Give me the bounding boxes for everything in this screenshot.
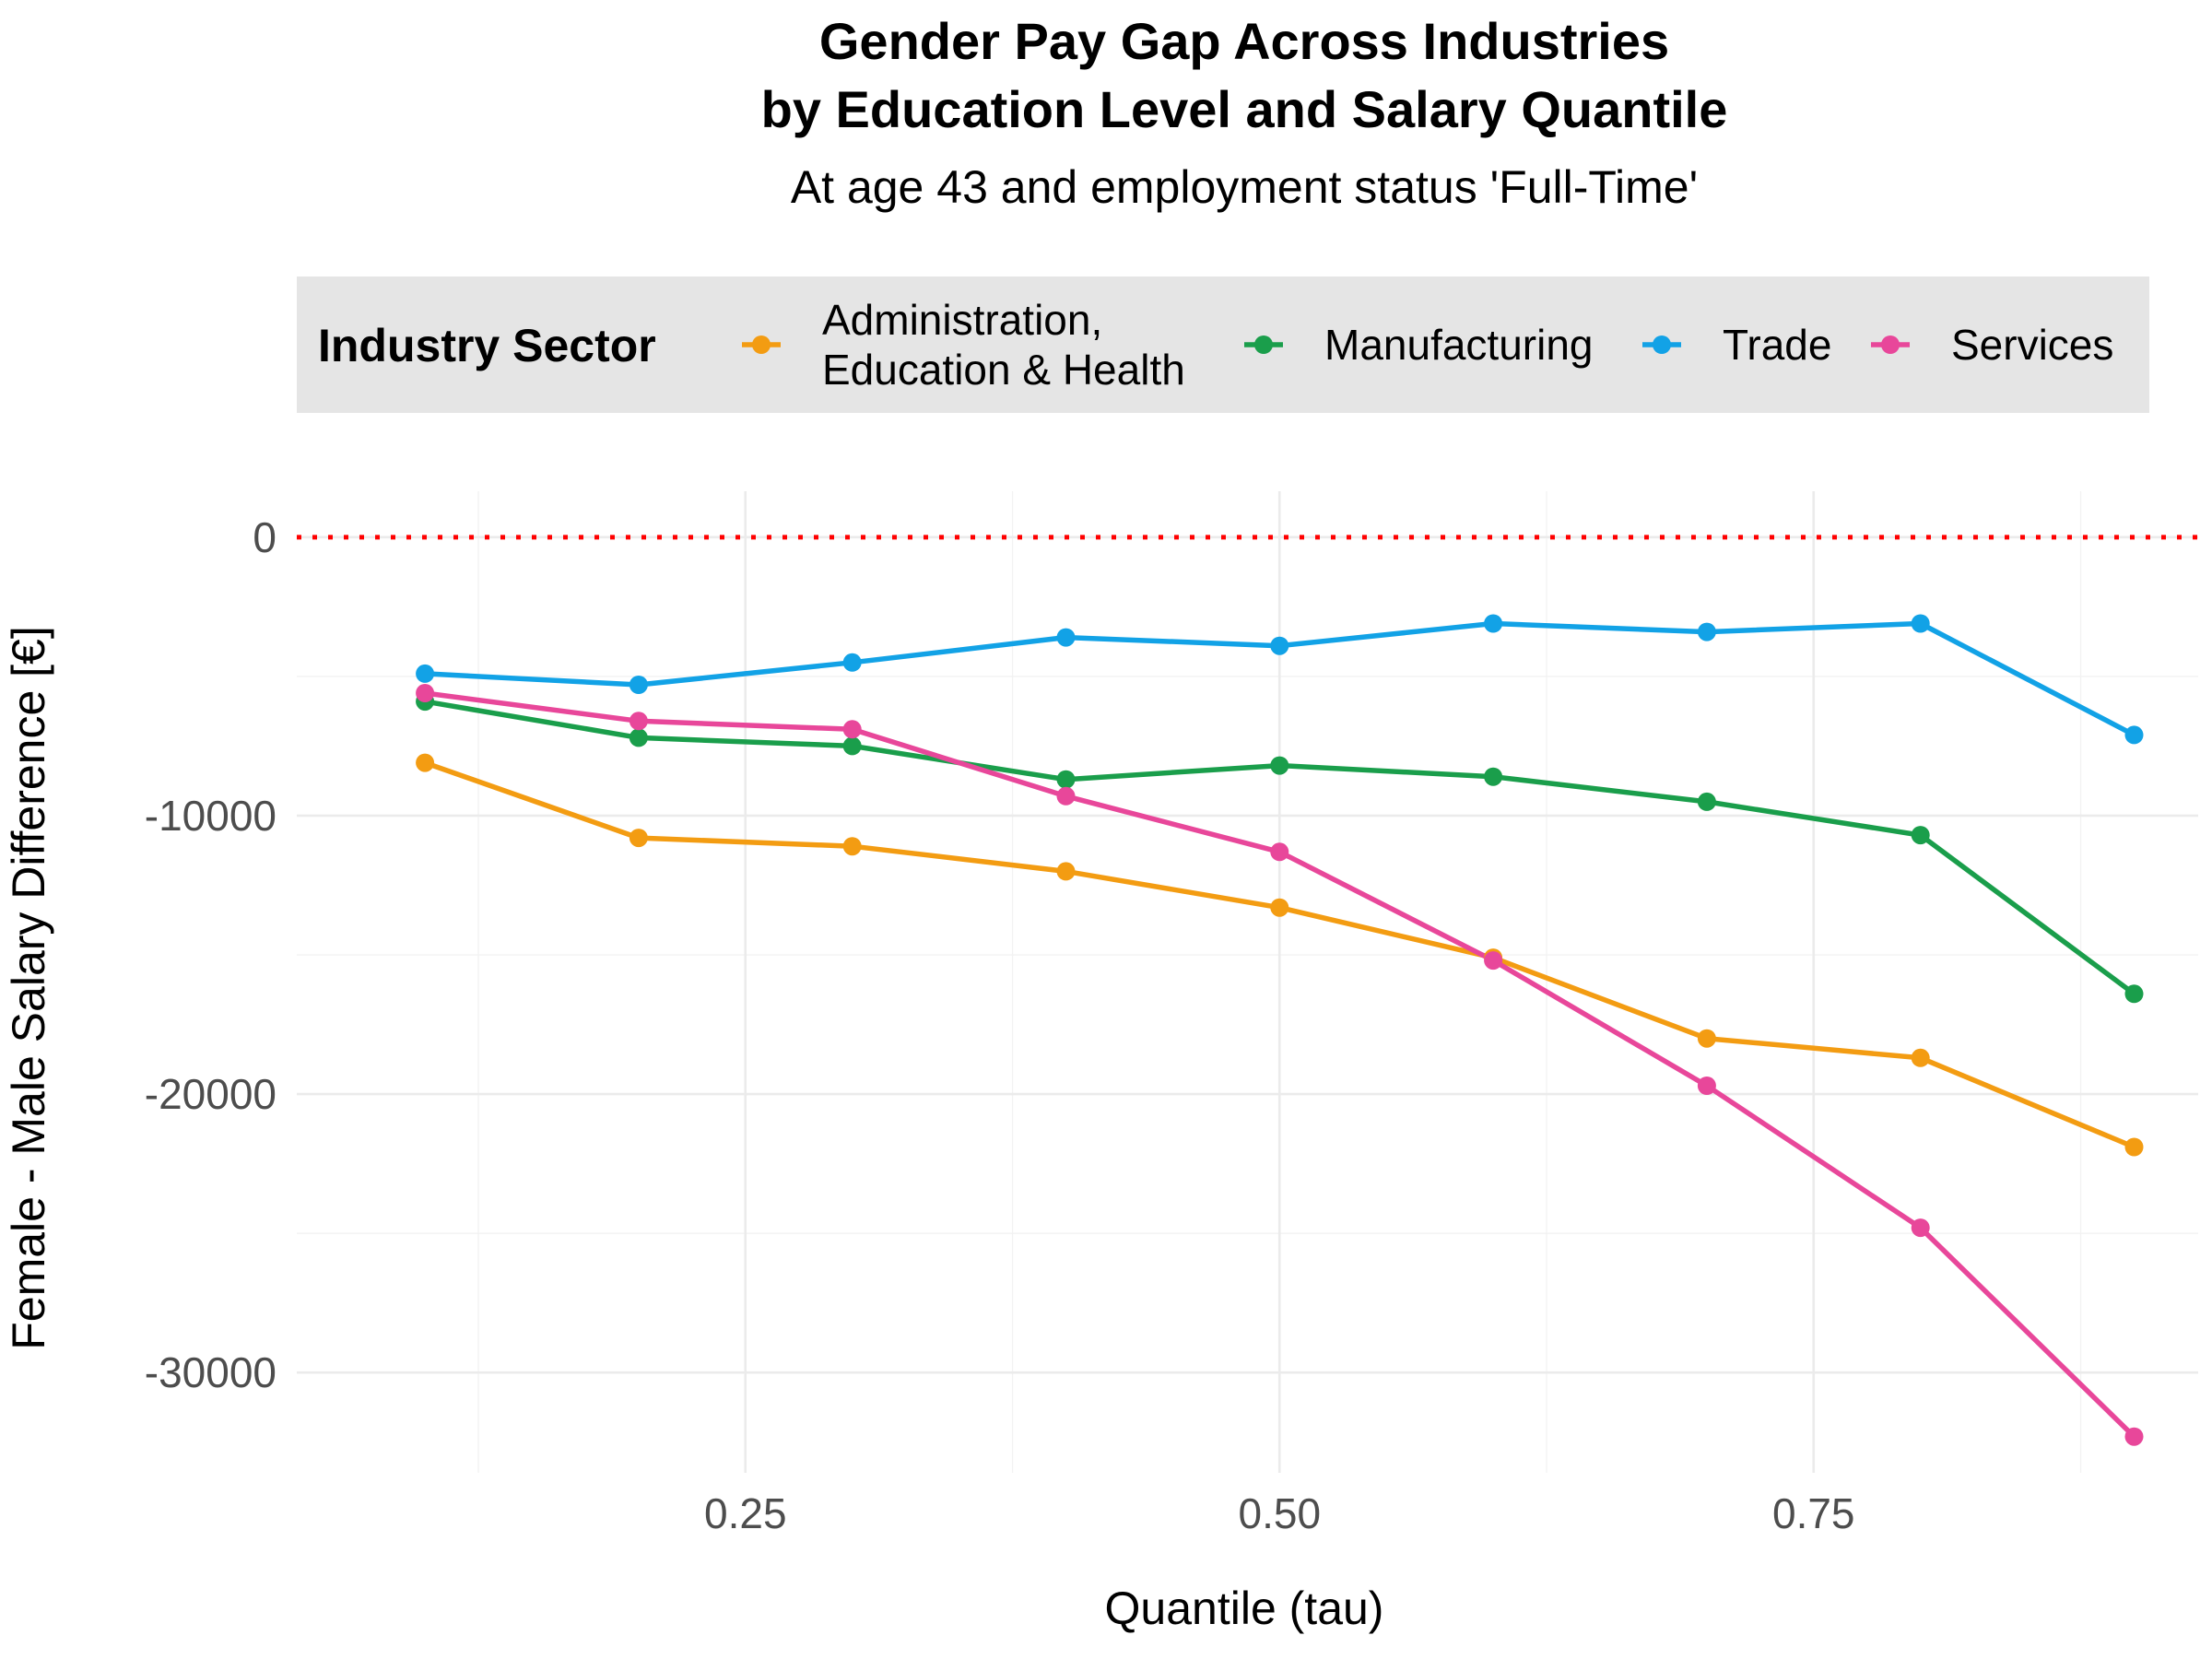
series-2-point-1 <box>629 676 648 694</box>
x-axis-title: Quantile (tau) <box>1105 1583 1384 1634</box>
legend-label-1: Manufacturing <box>1324 321 1594 369</box>
legend-label-2: Trade <box>1723 321 1831 369</box>
series-2-point-5 <box>1484 614 1503 633</box>
series-0-point-6 <box>1697 1029 1716 1048</box>
series-1-point-8 <box>2124 984 2144 1004</box>
series-0-point-0 <box>416 753 435 772</box>
series-1-point-2 <box>842 736 862 756</box>
series-1-point-4 <box>1270 756 1289 775</box>
series-3-point-2 <box>842 720 862 739</box>
series-1-point-6 <box>1697 792 1716 811</box>
series-0-point-4 <box>1270 898 1289 917</box>
series-3-point-4 <box>1270 842 1289 862</box>
series-2-point-4 <box>1270 636 1289 655</box>
legend-background <box>297 276 2149 413</box>
series-3-point-1 <box>629 712 648 731</box>
series-2-point-0 <box>416 664 435 683</box>
x-axis-ticks: 0.25 0.50 0.75 <box>704 1489 1855 1537</box>
legend-label-0: Administration, Education & Health <box>822 296 1185 394</box>
series-3-point-7 <box>1911 1218 1930 1238</box>
legend-key-point-2 <box>1653 335 1671 354</box>
series-1-point-1 <box>629 728 648 747</box>
series-0-point-2 <box>842 837 862 856</box>
series-3-point-5 <box>1484 951 1503 971</box>
series-0-point-7 <box>1911 1048 1930 1067</box>
series-2-point-7 <box>1911 614 1930 633</box>
legend-title: Industry Sector <box>318 320 656 371</box>
series-2-point-2 <box>842 653 862 672</box>
series-3-point-6 <box>1697 1077 1716 1095</box>
series-3-point-0 <box>416 684 435 702</box>
chart-title-line-1: Gender Pay Gap Across Industries <box>819 12 1669 70</box>
legend-items: Administration, Education & Health Manufac… <box>742 296 2113 394</box>
y-tick-label-2: -20000 <box>145 1070 276 1118</box>
series-3-point-3 <box>1056 786 1076 806</box>
y-axis-ticks: 0 -10000 -20000 -30000 <box>145 513 276 1396</box>
y-axis-title: Female - Male Salary Difference [€] <box>3 626 54 1350</box>
series-0-point-1 <box>629 829 648 848</box>
legend: Industry Sector Administration, Education… <box>297 276 2149 413</box>
series-1-point-7 <box>1911 826 1930 845</box>
chart-title-line-2: by Education Level and Salary Quantile <box>761 80 1728 138</box>
series-0-point-8 <box>2124 1137 2144 1157</box>
chart-subtitle: At age 43 and employment status 'Full-Ti… <box>791 161 1698 213</box>
series-0-point-3 <box>1056 862 1076 881</box>
y-tick-label-1: -10000 <box>145 792 276 840</box>
series-3-point-8 <box>2124 1427 2144 1446</box>
legend-key-point-3 <box>1881 335 1900 354</box>
series-2-point-6 <box>1697 622 1716 641</box>
grid-major <box>297 491 2198 1473</box>
legend-key-point-1 <box>1254 335 1273 354</box>
y-tick-label-0: 0 <box>253 513 276 561</box>
y-tick-label-3: -30000 <box>145 1348 276 1396</box>
x-tick-label-0: 0.25 <box>704 1489 787 1537</box>
series-2-point-8 <box>2124 725 2144 745</box>
series-1-point-5 <box>1484 767 1503 786</box>
series-2-point-3 <box>1056 628 1076 647</box>
legend-label-3: Services <box>1951 321 2113 369</box>
x-tick-label-2: 0.75 <box>1772 1489 1855 1537</box>
series-points <box>416 614 2144 1446</box>
grid-minor <box>297 491 2198 1473</box>
series-1-point-3 <box>1056 770 1076 789</box>
legend-key-point-0 <box>752 335 771 354</box>
x-tick-label-1: 0.50 <box>1239 1489 1322 1537</box>
